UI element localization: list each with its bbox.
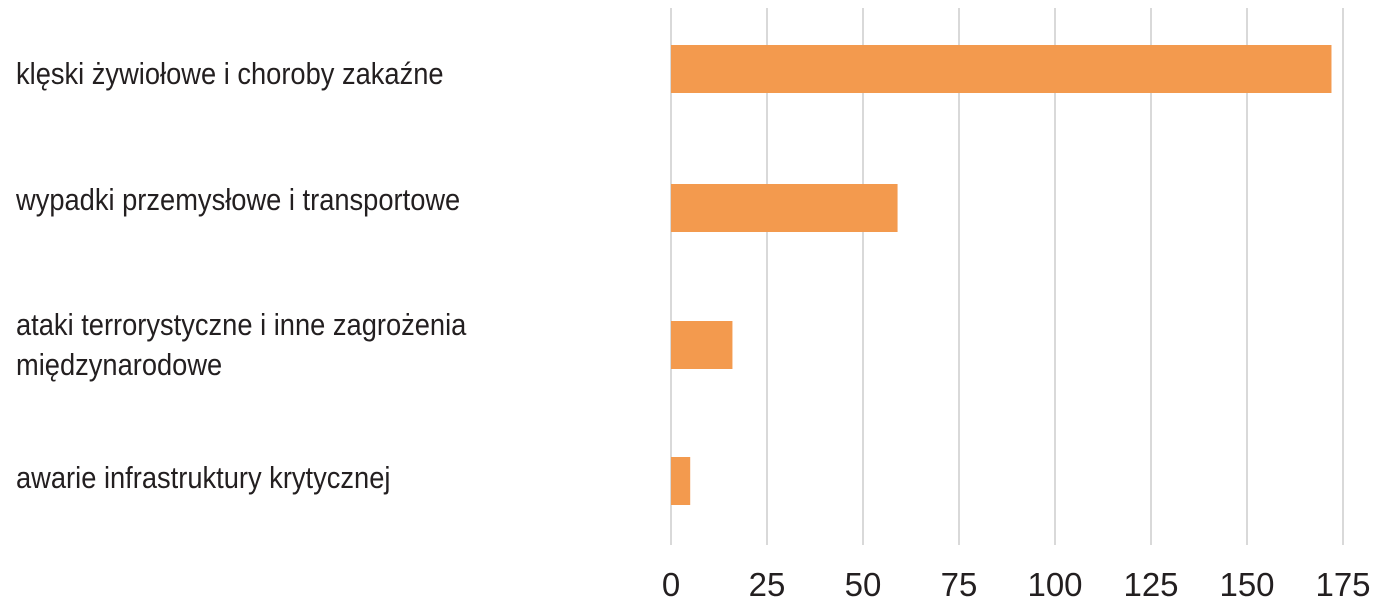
x-tick-label-75: 75 xyxy=(941,566,978,603)
bar-0 xyxy=(671,45,1332,93)
x-tick-label-175: 175 xyxy=(1315,566,1370,603)
category-label-infrastructure-failures: awarie infrastruktury krytycznej xyxy=(16,460,391,495)
bar-3 xyxy=(671,457,691,505)
category-label-natural-disasters: klęski żywiołowe i choroby zakaźne xyxy=(16,56,444,91)
category-label-terrorist-attacks: ataki terrorystyczne i inne zagrożenia m… xyxy=(16,307,467,382)
bar-1 xyxy=(671,184,898,232)
bars xyxy=(671,45,1332,505)
bar-2 xyxy=(671,321,733,369)
x-tick-label-25: 25 xyxy=(749,566,786,603)
x-tick-label-125: 125 xyxy=(1123,566,1178,603)
x-tick-label-150: 150 xyxy=(1219,566,1274,603)
category-label-industrial-accidents: wypadki przemysłowe i transportowe xyxy=(16,182,461,217)
x-axis-ticks: 0 25 50 75 100 125 150 175 xyxy=(662,566,1371,603)
gridlines xyxy=(670,8,1344,545)
x-tick-label-50: 50 xyxy=(845,566,882,603)
x-tick-label-100: 100 xyxy=(1027,566,1082,603)
x-tick-label-0: 0 xyxy=(662,566,680,603)
